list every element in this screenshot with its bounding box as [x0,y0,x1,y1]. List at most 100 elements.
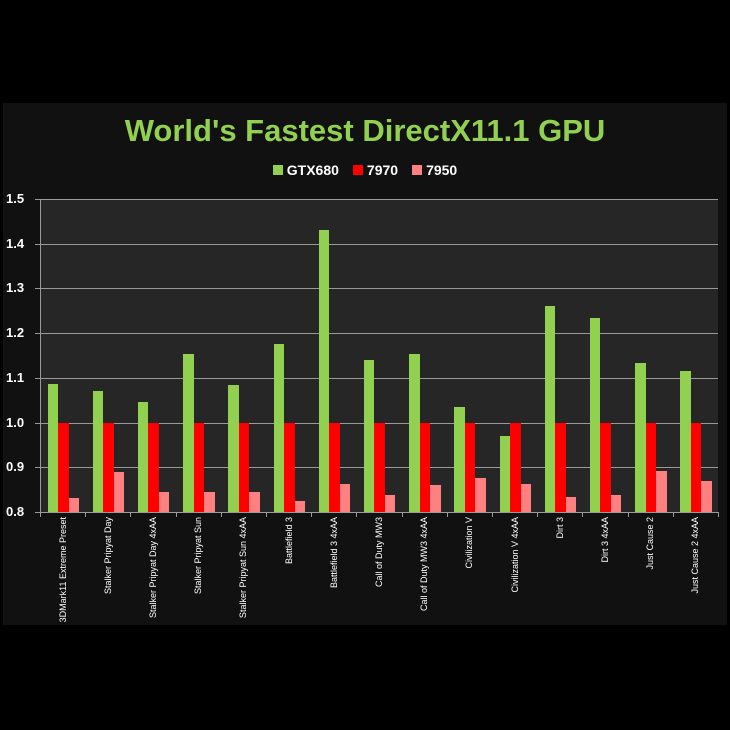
y-tick [35,199,40,200]
plot-area: 0.8 0.9 1.0 1.1 1.2 1.3 1.4 1.5 3DMark11 Extreme… [6,191,719,622]
legend: GTX680 7970 7950 [3,162,727,178]
legend-swatch-icon [412,165,423,175]
x-label-container: Stalker Pripyat Sun [176,517,221,627]
y-tick [35,243,40,245]
y-tick [35,377,40,379]
x-label-container: Stalker Pripyat Day [85,517,130,627]
gridline [40,333,718,335]
bar-7950 [294,500,305,512]
bar-7950 [158,491,170,512]
chart-panel: World's Fastest DirectX11.1 GPU GTX680 79… [3,103,727,625]
bar-7970 [600,422,611,512]
bar-7950 [204,491,215,512]
bar-7970 [464,422,476,512]
x-label-container: Stalker Pripyat Day 4xAA [130,517,175,627]
bar-gtx680 [544,306,556,512]
y-tick-label: 0.9 [6,459,25,475]
bar-7950 [113,472,125,512]
x-label-container: 3DMark11 Extreme Preset [40,517,85,627]
x-label-container: Just Cause 2 [628,517,673,627]
bar-gtx680 [635,363,646,512]
x-tick [356,512,358,517]
y-tick [35,288,40,290]
x-tick-label: Just Cause 2 4xAA [690,517,701,594]
x-tick [130,512,132,517]
x-tick [311,512,313,517]
y-tick [35,467,40,469]
x-tick [220,512,222,517]
legend-item-7950: 7950 [412,162,457,178]
x-tick [627,512,629,517]
y-tick-label: 1.4 [6,235,25,251]
bar-7970 [419,422,431,512]
y-tick [35,333,40,335]
x-tick-label: Stalker Pripyat Sun [193,517,204,595]
x-tick [718,512,719,517]
x-label-container: Stalker Pripyat Sun 4xAA [221,517,266,627]
bar-7970 [510,422,521,512]
x-tick [492,512,493,517]
x-tick-label: Call of Duty MW3 [373,517,384,588]
y-axis [40,199,41,512]
y-tick-label: 1.5 [6,191,25,206]
bar-7970 [374,422,385,512]
x-tick-label: Stalker Pripyat Sun 4xAA [238,517,249,619]
legend-label: GTX680 [286,162,339,178]
bar-gtx680 [273,344,284,512]
x-tick-label: Battlefield 3 4xAA [328,517,339,589]
y-tick-label: 0.8 [6,504,25,519]
x-label-container: Battlefield 3 4xAA [311,517,356,627]
bar-7950 [249,491,260,512]
x-axis [40,512,718,513]
x-label-container: Battlefield 3 [266,517,311,627]
x-tick [537,512,539,517]
x-tick-label: 3DMark11 Extreme Preset [57,517,68,623]
x-label-container: Civilization V 4xAA [492,517,537,627]
bar-7950 [520,484,531,512]
legend-swatch-icon [352,165,363,175]
legend-item-7970: 7970 [352,162,398,178]
x-tick [582,512,584,517]
x-tick-label: Dirt 3 [554,517,565,539]
bar-gtx680 [363,360,375,512]
x-label-container: Dirt 3 4xAA [582,517,627,627]
y-tick-label: 1.0 [6,414,25,430]
bar-7950 [430,485,441,512]
x-tick-label: Dirt 3 4xAA [599,517,610,563]
legend-swatch-icon [272,165,283,175]
y-tick-label: 1.3 [6,280,25,296]
x-tick-label: Civilization V [464,517,475,569]
bar-7950 [339,484,351,512]
x-label-container: Dirt 3 [537,517,582,627]
x-tick [266,512,267,517]
x-label-container: Civilization V [447,517,492,627]
bar-gtx680 [137,402,149,512]
bar-7970 [690,422,702,512]
x-tick [175,512,177,517]
bar-7950 [656,471,667,512]
bar-7970 [555,422,566,512]
bar-7970 [103,422,114,512]
x-tick-label: Just Cause 2 [645,517,656,570]
x-tick-label: Stalker Pripyat Day [102,517,113,595]
x-tick [401,512,403,517]
y-tick [35,512,40,513]
bar-7970 [238,422,250,512]
bar-7950 [565,497,577,512]
bar-gtx680 [680,371,691,512]
y-tick [35,422,40,424]
bar-7970 [58,422,69,512]
y-tick-label: 1.1 [6,369,25,385]
x-label-container: Call of Duty MW3 [356,517,401,627]
gridline [40,199,718,200]
bar-gtx680 [499,435,510,512]
y-tick-label: 1.2 [6,325,25,341]
bar-gtx680 [318,229,330,512]
x-tick-label: Stalker Pripyat Day 4xAA [147,517,158,619]
x-label-container: Call of Duty MW3 4xAA [402,517,447,627]
bar-gtx680 [454,407,465,512]
legend-label: 7950 [426,162,458,178]
bar-7950 [384,495,396,512]
bar-gtx680 [47,383,58,512]
gridline [40,288,718,290]
